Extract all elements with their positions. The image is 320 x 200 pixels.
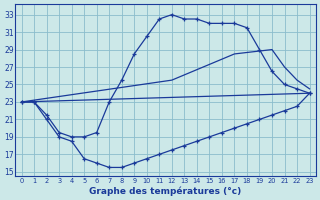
X-axis label: Graphe des températures (°c): Graphe des températures (°c)	[90, 186, 242, 196]
